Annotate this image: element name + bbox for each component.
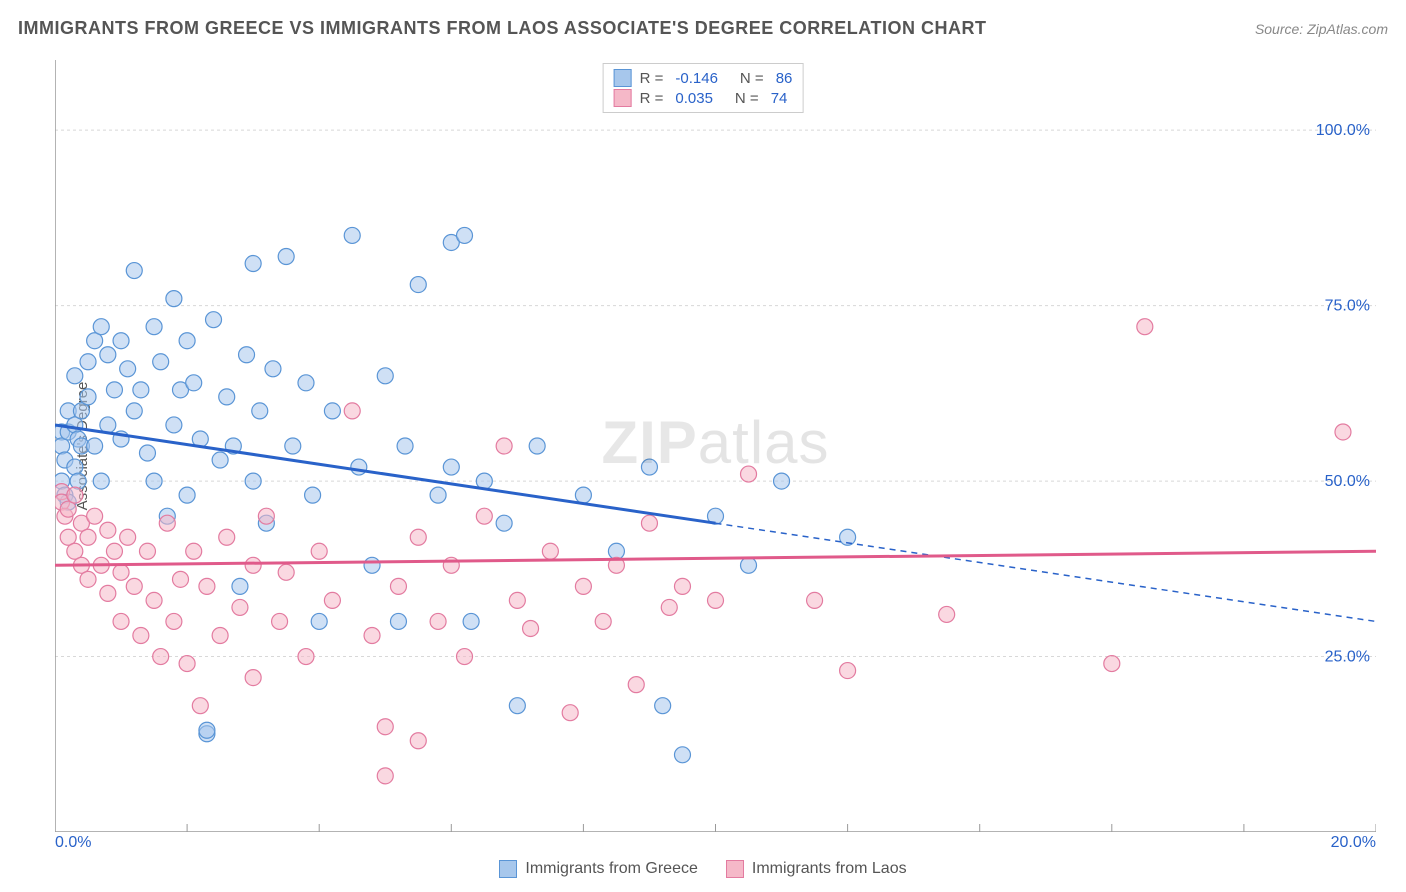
svg-text:100.0%: 100.0% (1316, 122, 1370, 139)
legend-label: Immigrants from Laos (752, 860, 907, 878)
source-attribution: Source: ZipAtlas.com (1255, 21, 1388, 37)
legend-item: Immigrants from Greece (499, 860, 697, 878)
x-max-label: 20.0% (1331, 834, 1376, 852)
plot-area: 25.0%50.0%75.0%100.0% ZIPatlas (55, 60, 1376, 832)
legend-stat-row: R =0.035N =74 (614, 88, 793, 108)
svg-text:75.0%: 75.0% (1325, 298, 1370, 315)
legend-swatch (614, 69, 632, 87)
svg-text:50.0%: 50.0% (1325, 473, 1370, 490)
x-axis-labels: 0.0% 20.0% (55, 834, 1376, 852)
correlation-legend: R =-0.146N =86R =0.035N =74 (603, 63, 804, 113)
legend-item: Immigrants from Laos (726, 860, 907, 878)
scatter-plot-svg: 25.0% 50.0% 75.0% 100.0% (55, 60, 1376, 832)
legend-label: Immigrants from Greece (525, 860, 697, 878)
chart-title: IMMIGRANTS FROM GREECE VS IMMIGRANTS FRO… (18, 18, 986, 39)
series-legend: Immigrants from Greece Immigrants from La… (0, 860, 1406, 878)
x-min-label: 0.0% (55, 834, 91, 852)
legend-swatch (726, 860, 744, 878)
legend-swatch (614, 89, 632, 107)
legend-stat-row: R =-0.146N =86 (614, 68, 793, 88)
chart-header: IMMIGRANTS FROM GREECE VS IMMIGRANTS FRO… (18, 18, 1388, 39)
legend-swatch (499, 860, 517, 878)
svg-text:25.0%: 25.0% (1325, 649, 1370, 666)
